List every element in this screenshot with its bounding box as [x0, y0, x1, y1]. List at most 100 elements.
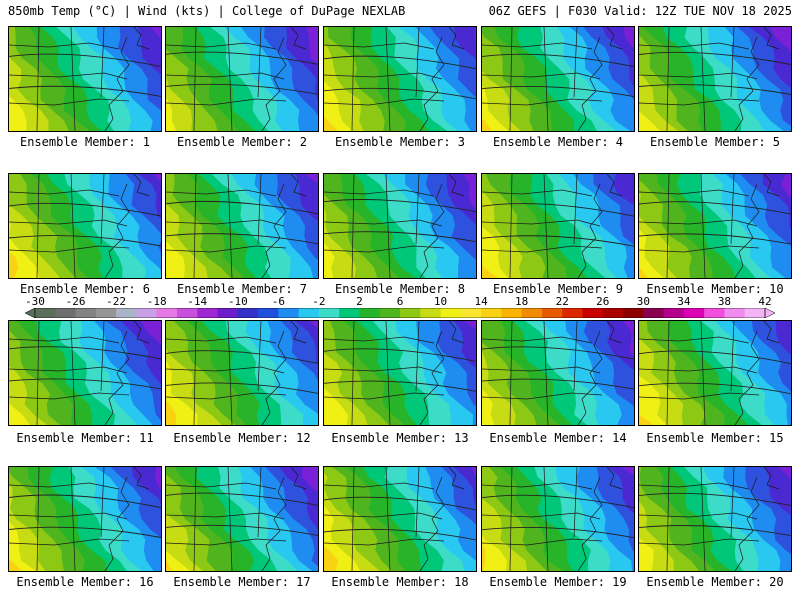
ensemble-map-panel: [8, 26, 162, 132]
colorbar-swatch: [359, 308, 381, 318]
temperature-contour-band: [740, 174, 791, 278]
colorbar-tick-label: 38: [717, 295, 732, 308]
temperature-contour-band: [764, 467, 791, 571]
temperature-contour-band: [279, 467, 318, 571]
height-contours: [9, 202, 161, 247]
ensemble-member-label: Ensemble Member: 8: [334, 282, 466, 296]
colorbar-swatch: [460, 308, 482, 318]
temperature-contour-band: [593, 174, 634, 278]
colorbar-swatch: [176, 308, 198, 318]
temperature-contour-band: [131, 467, 161, 571]
height-contours: [324, 199, 476, 243]
height-contours: [482, 346, 634, 390]
map-boundaries: [9, 467, 150, 571]
ensemble-map-panel: [165, 320, 319, 426]
colorbar-swatch: [420, 308, 441, 318]
ensemble-member-label: Ensemble Member: 13: [331, 431, 469, 445]
ensemble-member-label: Ensemble Member: 2: [176, 135, 308, 149]
ensemble-member-label: Ensemble Member: 5: [649, 135, 781, 149]
height-contours: [166, 492, 318, 536]
colorbar-tick-label: 18: [515, 295, 529, 308]
temperature-contour-band: [463, 174, 476, 278]
ensemble-map-panel: [638, 320, 792, 426]
temperature-contour-band: [286, 27, 318, 131]
map-boundaries: [166, 321, 307, 425]
map-boundaries: [639, 467, 780, 571]
temperature-contour-band: [429, 27, 476, 131]
ensemble-map-panel: [323, 173, 477, 279]
ensemble-map-panel: [323, 26, 477, 132]
map-title: 850mb Temp (°C) | Wind (kts) | College o…: [8, 4, 406, 18]
temperature-contour-band: [446, 174, 476, 278]
colorbar-swatch: [75, 308, 97, 318]
temperature-contour-band: [110, 467, 161, 571]
ensemble-member-label: Ensemble Member: 14: [489, 431, 627, 445]
temperature-contour-band: [154, 467, 161, 571]
temperature-contour-band: [623, 321, 634, 425]
temperature-contour-band: [441, 467, 476, 571]
ensemble-member-label: Ensemble Member: 18: [331, 575, 469, 589]
colorbar-swatch: [258, 308, 279, 318]
height-contours: [9, 53, 161, 97]
ensemble-map-panel: [8, 320, 162, 426]
ensemble-member-label: Ensemble Member: 20: [646, 575, 784, 589]
colorbar-swatch: [683, 308, 705, 318]
temperature-contour-band: [138, 27, 161, 131]
colorbar-swatch: [663, 308, 685, 318]
colorbar-swatch: [582, 308, 604, 318]
temperature-contour-band: [453, 467, 476, 571]
map-header: 850mb Temp (°C) | Wind (kts) | College o…: [0, 0, 800, 22]
colorbar-tick-label: -2: [312, 295, 326, 308]
temperature-colorbar: -30 -26 -22 -18 -14 -10 -6 -2 2 6 10 14 18 22 26 30 34 38…: [0, 296, 800, 318]
map-boundaries: [482, 467, 623, 571]
height-contours: [482, 203, 634, 247]
temperature-contour-band: [781, 174, 791, 278]
ensemble-member-label: Ensemble Member: 15: [646, 431, 784, 445]
height-contours: [482, 53, 634, 98]
temperature-contour-band: [295, 321, 318, 425]
temperature-contour-band: [606, 321, 634, 425]
map-boundaries: [482, 174, 623, 278]
map-boundaries: [639, 174, 780, 278]
temperature-contour-band: [749, 27, 791, 131]
ensemble-member-label: Ensemble Member: 10: [646, 282, 784, 296]
colorbar-swatch: [623, 308, 644, 318]
ensemble-member-label: Ensemble Member: 19: [489, 575, 627, 589]
ensemble-member-label: Ensemble Member: 4: [492, 135, 624, 149]
ensemble-member-label: Ensemble Member: 6: [19, 282, 151, 296]
map-boundaries: [9, 174, 150, 278]
height-contours: [482, 494, 634, 539]
temperature-contour-band: [474, 27, 476, 131]
colorbar-swatch: [724, 308, 746, 318]
colorbar-swatch: [318, 308, 340, 318]
ensemble-map-panel: [165, 466, 319, 572]
colorbar-tick-label: 6: [396, 295, 404, 308]
model-run-info: 06Z GEFS | F030 Valid: 12Z TUE NOV 18 20…: [488, 4, 792, 18]
map-boundaries: [482, 27, 623, 131]
height-contours: [639, 350, 791, 395]
colorbar-tick-label: 10: [433, 295, 448, 308]
temperature-contour-band: [306, 27, 318, 131]
ensemble-map-panel: [481, 26, 635, 132]
ensemble-map-panel: [638, 173, 792, 279]
ensemble-map-panel: [638, 466, 792, 572]
ensemble-map-panel: [638, 26, 792, 132]
colorbar-tick-label: 42: [758, 295, 772, 308]
colorbar-swatch: [744, 308, 766, 318]
ensemble-map-panel: [481, 466, 635, 572]
ensemble-map-panel: [8, 173, 162, 279]
colorbar-tick-label: -22: [106, 295, 127, 308]
ensemble-map-panel: [481, 320, 635, 426]
colorbar-tick-label: -26: [65, 295, 86, 308]
map-boundaries: [324, 174, 465, 278]
ensemble-map-panel: [8, 466, 162, 572]
colorbar-swatch: [278, 308, 300, 318]
temperature-contour-band: [762, 174, 791, 278]
height-contours: [324, 496, 476, 541]
temperature-contour-band: [302, 467, 318, 571]
colorbar-tick-label: -6: [271, 295, 285, 308]
temperature-contour-band: [751, 321, 791, 425]
ensemble-member-label: Ensemble Member: 12: [173, 431, 311, 445]
colorbar-tick-label: 34: [677, 295, 691, 308]
ensemble-member-label: Ensemble Member: 17: [173, 575, 311, 589]
